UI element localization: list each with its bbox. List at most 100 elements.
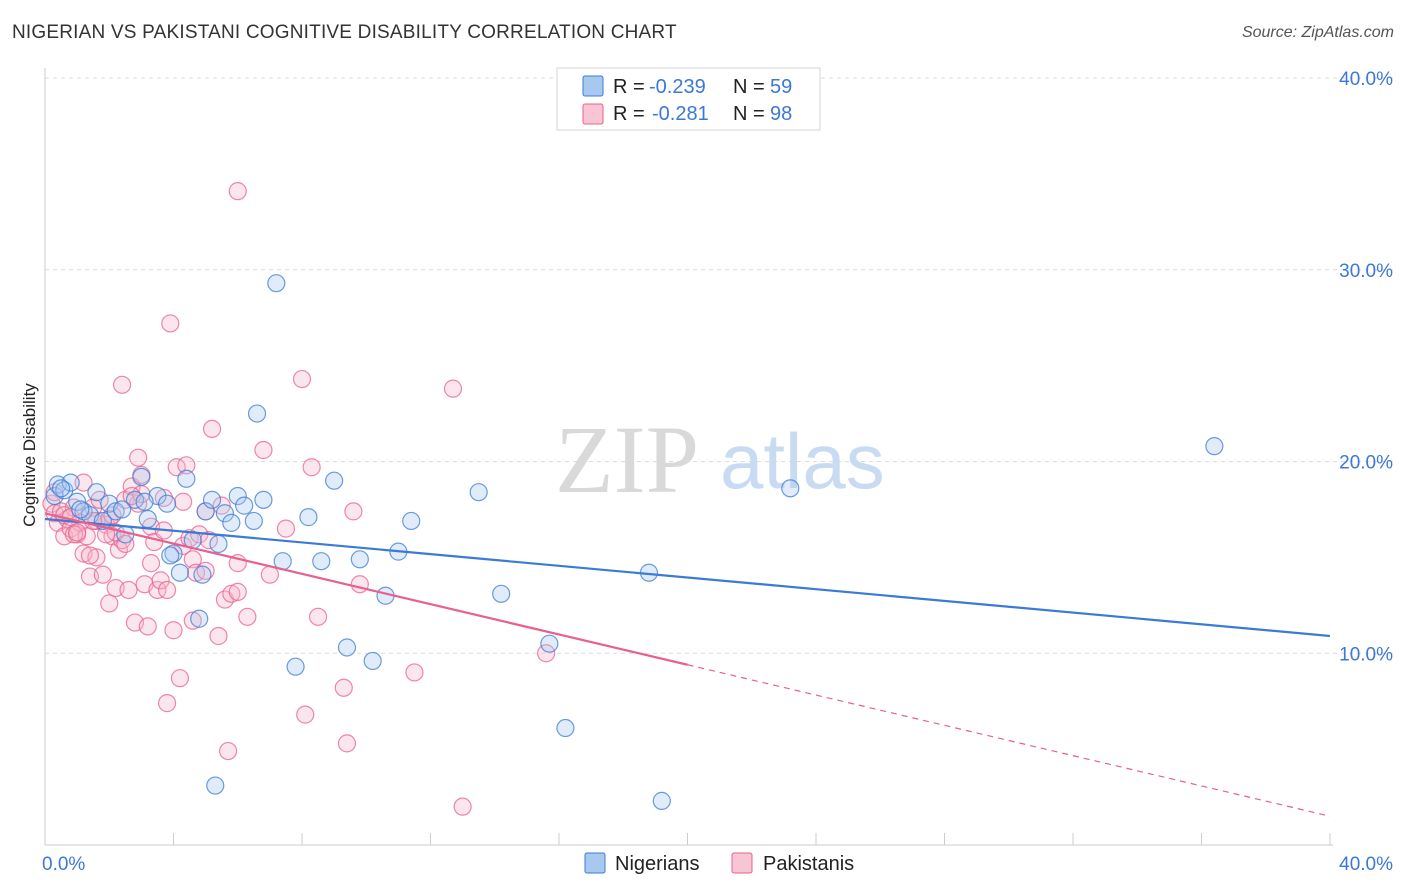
pakistani-point bbox=[199, 531, 218, 550]
watermark: ZIP atlas bbox=[555, 406, 885, 513]
x-tick-label-end: 40.0% bbox=[1339, 854, 1393, 875]
series-legend-pakistanis: Pakistanis bbox=[763, 853, 854, 875]
pakistani-point bbox=[183, 550, 202, 569]
watermark-zip: ZIP bbox=[555, 406, 699, 513]
nigerian-point bbox=[71, 500, 90, 519]
pakistani-point bbox=[350, 575, 369, 594]
nigerian-point bbox=[206, 776, 225, 795]
pakistani-point bbox=[334, 678, 353, 697]
nigerian-point bbox=[402, 511, 421, 531]
nigerian-point bbox=[244, 511, 263, 531]
legend-r-value-2: -0.281 bbox=[652, 103, 709, 125]
nigerian-point bbox=[1205, 437, 1224, 456]
nigerian-point bbox=[106, 502, 125, 521]
pakistani-point bbox=[228, 582, 247, 601]
y-tick-labels: 10.0% 20.0% 30.0% 40.0% bbox=[1339, 69, 1393, 665]
pakistani-point bbox=[161, 314, 180, 333]
y-tick-label: 40.0% bbox=[1339, 69, 1393, 90]
x-tick-labels: 0.0% 40.0% bbox=[42, 854, 1393, 875]
nigerian-point bbox=[247, 404, 267, 423]
nigerian-point bbox=[190, 609, 209, 628]
legend-n-value-2: 98 bbox=[770, 103, 792, 125]
trend-line-pakistanis bbox=[44, 512, 688, 666]
pakistani-point bbox=[87, 548, 106, 567]
pakistani-point bbox=[112, 375, 132, 394]
pakistani-point bbox=[157, 694, 177, 713]
x-tick-label-start: 0.0% bbox=[42, 854, 85, 875]
series-legend: Nigerians Pakistanis bbox=[584, 852, 854, 875]
data-points bbox=[42, 182, 1224, 816]
pakistani-point bbox=[157, 580, 177, 600]
legend-r-value-1: -0.239 bbox=[649, 76, 706, 98]
nigerian-point bbox=[325, 471, 344, 490]
pakistani-point bbox=[405, 663, 424, 682]
pakistani-point bbox=[537, 644, 556, 663]
legend-n-value-1: 59 bbox=[770, 76, 792, 98]
nigerian-point bbox=[209, 534, 228, 554]
pakistani-point bbox=[276, 519, 296, 538]
stats-legend: R = -0.239 N = 59 R = -0.281 N = 98 bbox=[556, 67, 821, 131]
nigerian-point bbox=[222, 513, 241, 532]
pakistani-point bbox=[292, 369, 312, 389]
nigerian-point bbox=[556, 718, 575, 738]
nigerian-point bbox=[652, 791, 671, 810]
pakistani-point bbox=[68, 523, 87, 542]
pakistani-point bbox=[80, 546, 100, 565]
pakistani-point bbox=[100, 594, 119, 613]
pakistani-point bbox=[141, 554, 161, 573]
nigerian-point bbox=[312, 552, 331, 571]
nigerian-point bbox=[170, 563, 190, 582]
legend-swatch-nigerians bbox=[582, 75, 604, 97]
pakistani-point bbox=[209, 626, 228, 646]
watermark-atlas: atlas bbox=[720, 417, 885, 505]
nigerian-point bbox=[350, 550, 369, 569]
pakistani-point bbox=[222, 584, 241, 603]
pakistani-point bbox=[116, 534, 135, 554]
pakistani-point bbox=[302, 458, 321, 477]
chart-source: Source: ZipAtlas.com bbox=[1241, 24, 1394, 41]
pakistani-point bbox=[308, 607, 328, 626]
y-tick-label: 30.0% bbox=[1339, 261, 1393, 282]
nigerian-point bbox=[51, 479, 71, 498]
series-legend-swatch-nigerians bbox=[584, 852, 606, 874]
nigerian-point bbox=[235, 496, 254, 515]
trend-line-pakistanis-extension bbox=[687, 664, 1331, 817]
nigerian-point bbox=[202, 490, 222, 509]
nigerian-point bbox=[254, 490, 273, 509]
pakistani-point bbox=[74, 473, 93, 492]
legend-r-label-2: R = bbox=[613, 103, 645, 125]
pakistani-point bbox=[64, 525, 84, 544]
y-axis-title: Cognitive Disability bbox=[20, 383, 39, 527]
pakistani-point bbox=[96, 525, 116, 544]
pakistani-point bbox=[202, 419, 222, 439]
nigerian-point bbox=[781, 479, 800, 498]
pakistani-point bbox=[453, 797, 472, 816]
pakistani-point bbox=[228, 182, 247, 201]
trend-lines bbox=[44, 512, 1331, 817]
pakistani-point bbox=[64, 498, 84, 517]
legend-n-label-2: N = bbox=[733, 103, 765, 125]
nigerian-point bbox=[132, 467, 151, 486]
series-legend-nigerians: Nigerians bbox=[615, 853, 699, 875]
nigerian-point bbox=[112, 500, 132, 519]
nigerian-point bbox=[228, 486, 247, 506]
pakistani-point bbox=[164, 621, 183, 640]
pakistani-point bbox=[170, 669, 190, 688]
nigerian-point bbox=[286, 657, 305, 676]
legend-n-label-1: N = bbox=[733, 76, 765, 98]
legend-swatch-pakistanis bbox=[582, 103, 604, 125]
nigerian-point bbox=[337, 638, 357, 657]
nigerian-point bbox=[157, 494, 177, 513]
nigerian-point bbox=[61, 473, 80, 492]
pakistani-point bbox=[443, 379, 463, 398]
gridlines bbox=[45, 77, 1395, 654]
legend-r-label-1: R = bbox=[613, 76, 645, 98]
pakistani-point bbox=[93, 565, 112, 584]
pakistani-point bbox=[183, 611, 202, 630]
pakistani-point bbox=[151, 571, 170, 590]
axes bbox=[44, 68, 1333, 846]
nigerian-point bbox=[363, 651, 382, 671]
nigerian-point bbox=[215, 504, 234, 523]
nigerian-point bbox=[492, 584, 511, 603]
pakistani-point bbox=[174, 492, 193, 511]
